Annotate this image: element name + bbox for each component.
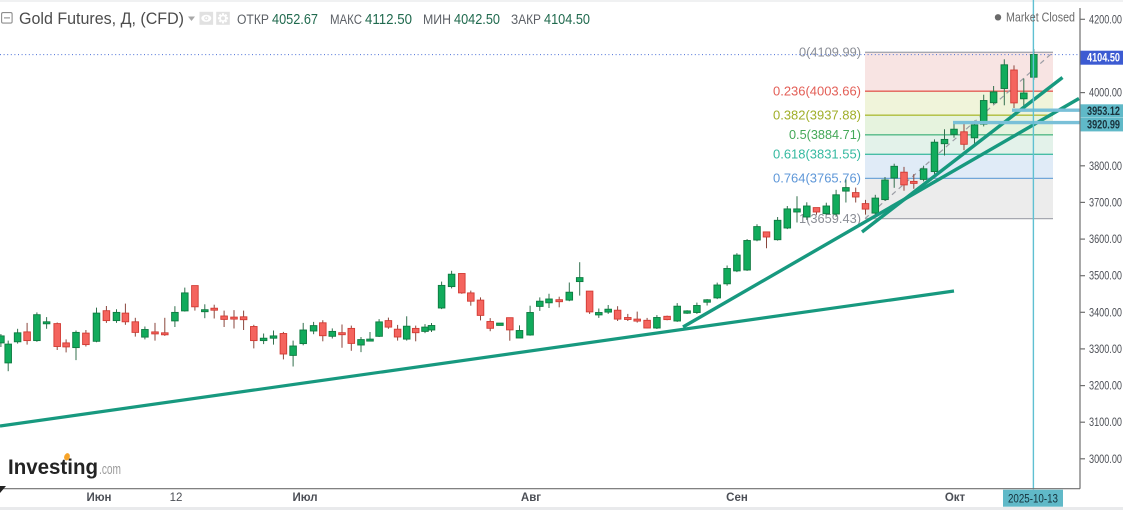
svg-text:4112.50: 4112.50	[365, 12, 412, 28]
svg-text:Июн: Июн	[86, 492, 111, 504]
svg-text:МАКС: МАКС	[330, 12, 362, 27]
svg-text:Market Closed: Market Closed	[1006, 11, 1075, 25]
svg-text:3400.00: 3400.00	[1089, 307, 1122, 319]
svg-text:3000.00: 3000.00	[1089, 454, 1122, 466]
svg-text:3920.99: 3920.99	[1087, 120, 1120, 132]
svg-text:МИН: МИН	[423, 12, 451, 27]
svg-text:3100.00: 3100.00	[1089, 417, 1122, 429]
svg-text:Investing: Investing	[8, 455, 98, 479]
svg-text:Сен: Сен	[726, 492, 748, 504]
svg-text:12: 12	[170, 492, 183, 504]
svg-text:3300.00: 3300.00	[1089, 344, 1122, 356]
svg-text:.com: .com	[99, 461, 121, 478]
svg-text:2025-10-13: 2025-10-13	[1008, 493, 1058, 505]
svg-text:Окт: Окт	[945, 492, 966, 504]
svg-text:ОТКР: ОТКР	[237, 12, 269, 27]
svg-text:4104.50: 4104.50	[1087, 53, 1120, 65]
svg-text:4042.50: 4042.50	[454, 12, 500, 28]
svg-text:4052.67: 4052.67	[272, 12, 318, 28]
svg-text:Июл: Июл	[292, 492, 317, 504]
svg-text:Авг: Авг	[521, 492, 541, 504]
svg-text:0.618(3831.55): 0.618(3831.55)	[773, 148, 861, 162]
svg-text:0.764(3765.76): 0.764(3765.76)	[773, 172, 861, 186]
svg-text:3200.00: 3200.00	[1089, 381, 1122, 393]
svg-text:ЗАКР: ЗАКР	[511, 12, 541, 27]
svg-text:4200.00: 4200.00	[1089, 14, 1122, 26]
svg-text:0.236(4003.66): 0.236(4003.66)	[773, 84, 861, 98]
svg-text:4000.00: 4000.00	[1089, 88, 1122, 100]
svg-text:0.5(3884.71): 0.5(3884.71)	[789, 128, 861, 142]
svg-text:Gold Futures, Д, (CFD): Gold Futures, Д, (CFD)	[19, 10, 184, 28]
svg-text:4104.50: 4104.50	[544, 12, 590, 28]
svg-text:3800.00: 3800.00	[1089, 161, 1122, 173]
svg-text:3953.12: 3953.12	[1087, 106, 1120, 118]
svg-text:0(4109.99): 0(4109.99)	[799, 46, 861, 60]
svg-text:0.382(3937.88): 0.382(3937.88)	[773, 108, 861, 122]
svg-text:3600.00: 3600.00	[1089, 234, 1122, 246]
svg-text:3500.00: 3500.00	[1089, 271, 1122, 283]
svg-text:3700.00: 3700.00	[1089, 197, 1122, 209]
